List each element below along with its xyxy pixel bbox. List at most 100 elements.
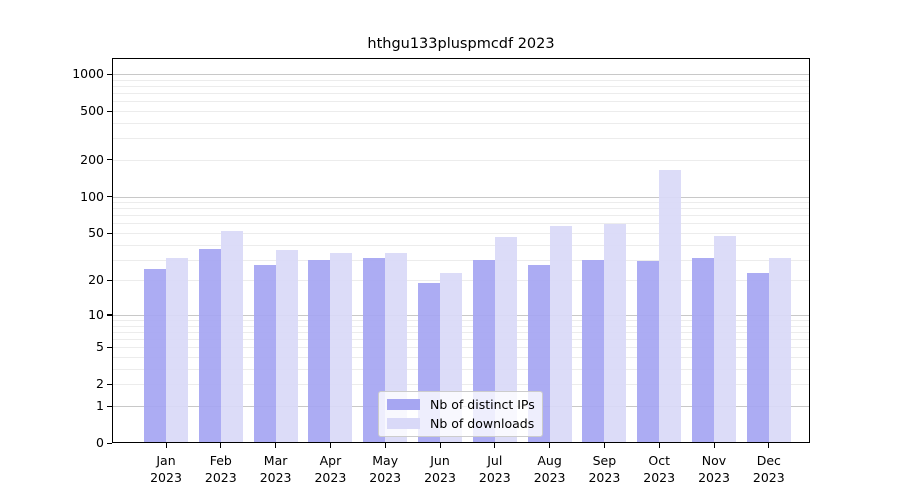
x-tick-year: 2023 [588,469,621,485]
legend: Nb of distinct IPs Nb of downloads [378,391,543,437]
y-tick-label-500: 500 [80,103,104,118]
y-tick-mark-50 [107,232,112,234]
y-tick-mark-20 [107,279,112,282]
gridline-major-100 [112,196,810,198]
x-tick-label-apr: Apr 2023 [300,453,360,486]
y-tick-label-200: 200 [80,151,104,167]
gridline-minor-900 [112,79,810,81]
x-tick-mark-jan [165,443,167,448]
gridline-minor-30 [112,259,810,261]
x-tick-month: Mar [263,453,288,468]
x-tick-month: Sep [592,453,617,468]
y-tick-mark-1000 [107,73,112,75]
x-tick-mark-apr [329,443,332,448]
x-tick-label-sep: Sep 2023 [574,453,634,486]
x-tick-year: 2023 [424,469,456,485]
bar-apr-nb-of-distinct-ips [308,259,331,443]
y-tick-mark-10 [107,314,112,316]
x-tick-month: Nov [701,453,727,468]
bar-jan-nb-of-downloads [166,257,188,443]
y-tick-label-10: 10 [88,306,104,322]
x-tick-label-jul: Jul 2023 [465,453,525,486]
x-tick-label-dec: Dec 2023 [739,453,799,486]
bar-nov-nb-of-downloads [714,236,736,443]
y-tick-label-1000: 1000 [72,66,104,81]
x-tick-mark-mar [275,443,277,448]
legend-label-nb-of-downloads: Nb of downloads [430,416,535,431]
bar-oct-nb-of-downloads [659,170,682,443]
y-tick-label-2: 2 [96,376,104,392]
x-tick-year: 2023 [369,469,402,485]
y-tick-mark-5 [107,346,112,348]
gridline-minor-400 [112,122,810,124]
gridline-minor-300 [112,138,810,140]
y-tick-label-0: 0 [96,435,104,450]
x-tick-mark-aug [549,443,551,448]
legend-item-nb-of-distinct-ips: Nb of distinct IPs [379,395,542,414]
bar-jan-nb-of-distinct-ips [144,269,166,443]
y-tick-mark-2 [107,383,112,385]
x-tick-mark-nov [713,443,715,448]
x-tick-label-mar: Mar 2023 [246,453,306,486]
y-tick-mark-200 [107,159,112,161]
x-tick-month: Jun [430,453,450,468]
x-tick-year: 2023 [150,469,182,485]
gridline-minor-200 [112,159,810,161]
y-tick-label-50: 50 [88,225,104,240]
y-tick-mark-1 [107,405,112,407]
gridline-minor-600 [112,101,810,103]
bar-dec-nb-of-downloads [768,257,791,443]
x-tick-mark-feb [220,443,222,448]
chart-title: hthgu133pluspmcdf 2023 [367,36,555,52]
x-tick-year: 2023 [478,469,511,485]
bar-aug-nb-of-downloads [549,226,572,443]
x-tick-label-jun: Jun 2023 [410,453,470,486]
y-tick-label-5: 5 [96,339,104,355]
x-tick-label-may: May 2023 [355,453,415,486]
gridline-minor-700 [112,93,810,94]
x-tick-label-nov: Nov 2023 [684,453,744,486]
x-tick-month: Jul [487,453,503,468]
x-tick-mark-may [384,443,386,448]
bar-sep-nb-of-downloads [604,224,627,443]
y-tick-mark-100 [107,196,112,198]
x-tick-mark-jul [494,443,496,448]
bar-dec-nb-of-distinct-ips [746,273,769,443]
gridline-minor-90 [112,202,810,204]
x-tick-month: Oct [648,453,670,468]
bar-mar-nb-of-downloads [275,250,298,443]
legend-swatch-nb-of-downloads [387,418,420,429]
y-tick-mark-0 [107,442,112,444]
legend-label-nb-of-distinct-ips: Nb of distinct IPs [430,397,535,412]
x-tick-year: 2023 [643,469,676,485]
bar-oct-nb-of-distinct-ips [637,261,660,443]
x-tick-label-jan: Jan 2023 [136,453,196,486]
gridline-minor-80 [112,208,810,210]
y-tick-mark-500 [107,110,112,112]
x-tick-year: 2023 [314,469,347,485]
gridline-minor-40 [112,244,810,246]
bar-feb-nb-of-distinct-ips [198,248,221,443]
gridline-minor-800 [112,85,810,87]
gridline-minor-50 [112,233,810,234]
bar-apr-nb-of-downloads [330,253,353,443]
x-tick-year: 2023 [698,469,730,485]
x-tick-month: Feb [209,453,232,468]
gridline-minor-500 [112,111,810,112]
x-tick-mark-jun [439,443,441,448]
x-tick-label-feb: Feb 2023 [191,453,251,486]
y-tick-label-100: 100 [80,188,104,204]
bar-nov-nb-of-distinct-ips [692,257,714,443]
legend-swatch-nb-of-distinct-ips [387,399,420,410]
gridline-minor-70 [112,215,810,217]
x-tick-year: 2023 [752,469,785,485]
x-tick-mark-dec [768,443,770,448]
x-tick-month: May [372,453,399,468]
x-tick-label-oct: Oct 2023 [629,453,689,486]
bar-feb-nb-of-downloads [220,231,243,443]
x-tick-mark-oct [658,443,660,448]
x-tick-year: 2023 [204,469,237,485]
y-tick-label-20: 20 [88,272,104,288]
x-tick-label-aug: Aug 2023 [520,453,580,486]
